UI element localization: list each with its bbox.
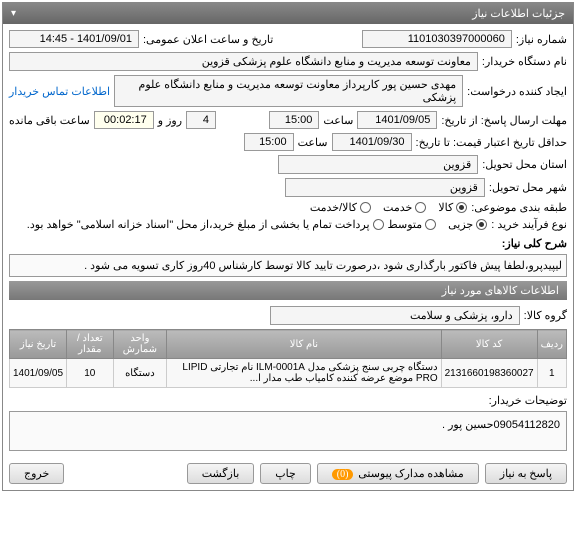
button-bar: پاسخ به نیاز مشاهده مدارک پیوستی (0) چاپ…	[3, 457, 573, 490]
days-value: 4	[186, 111, 216, 129]
radio-partial-circle	[476, 219, 487, 230]
print-button[interactable]: چاپ	[260, 463, 311, 484]
category-radio-group: کالا خدمت کالا/خدمت	[310, 201, 467, 214]
th-row: ردیف	[537, 330, 566, 359]
requester-label: ایجاد کننده درخواست:	[467, 85, 567, 98]
th-unit: واحد شمارش	[113, 330, 167, 359]
validity-time: 15:00	[244, 133, 294, 151]
announce-label: تاریخ و ساعت اعلان عمومی:	[143, 33, 273, 46]
radio-kala[interactable]: کالا	[438, 201, 467, 214]
announce-value: 1401/09/01 - 14:45	[9, 30, 139, 48]
attach-count-badge: (0)	[332, 469, 354, 480]
deadline-send-label: مهلت ارسال پاسخ: از تاریخ:	[441, 114, 567, 127]
city-value: قزوین	[285, 178, 485, 197]
th-qty: تعداد / مقدار	[67, 330, 113, 359]
cell-date: 1401/09/05	[10, 359, 67, 388]
requester-value: مهدی حسین پور کارپرداز معاونت توسعه مدیر…	[114, 75, 463, 107]
province-label: استان محل تحویل:	[482, 158, 567, 171]
radio-service-label: خدمت	[383, 201, 412, 214]
buyer-org-value: معاونت توسعه مدیریت و منابع دانشگاه علوم…	[9, 52, 478, 71]
items-table: ردیف کد کالا نام کالا واحد شمارش تعداد /…	[9, 329, 567, 388]
radio-partial[interactable]: جزیی	[448, 218, 487, 231]
city-label: شهر محل تحویل:	[489, 181, 567, 194]
panel-header: جزئیات اطلاعات نیاز ▾	[3, 3, 573, 24]
time-label-2: ساعت	[298, 136, 328, 149]
buyer-note-label: توضیحات خریدار:	[489, 394, 567, 407]
province-value: قزوین	[278, 155, 478, 174]
need-details-panel: جزئیات اطلاعات نیاز ▾ شماره نیاز: 110103…	[2, 2, 574, 491]
time-label-1: ساعت	[323, 114, 353, 127]
proc-note-circle	[373, 219, 384, 230]
panel-body: شماره نیاز: 1101030397000060 تاریخ و ساع…	[3, 24, 573, 457]
reply-button[interactable]: پاسخ به نیاز	[485, 463, 567, 484]
back-button[interactable]: بازگشت	[187, 463, 255, 484]
radio-medium[interactable]: متوسط	[388, 218, 437, 231]
remain-label: ساعت باقی مانده	[9, 114, 90, 127]
group-label: گروه کالا:	[524, 309, 567, 322]
proc-note-label: پرداخت تمام یا بخشی از مبلغ خرید،از محل …	[27, 218, 370, 231]
radio-both-label: کالا/خدمت	[310, 201, 357, 214]
collapse-icon[interactable]: ▾	[11, 8, 16, 19]
cell-unit: دستگاه	[113, 359, 167, 388]
need-no-value: 1101030397000060	[362, 30, 512, 48]
exit-button[interactable]: خروج	[9, 463, 64, 484]
radio-both[interactable]: کالا/خدمت	[310, 201, 371, 214]
cell-idx: 1	[537, 359, 566, 388]
radio-medium-label: متوسط	[388, 218, 423, 231]
deadline-send-date: 1401/09/05	[357, 111, 437, 129]
cell-name: دستگاه چربی سنج پزشکی مدل ILM-0001A نام …	[167, 359, 441, 388]
validity-label: حداقل تاریخ اعتبار قیمت: تا تاریخ:	[416, 136, 567, 149]
cell-qty: 10	[67, 359, 113, 388]
buyer-note-value: 09054112820حسین پور .	[9, 411, 567, 451]
th-date: تاریخ نیاز	[10, 330, 67, 359]
table-header-row: ردیف کد کالا نام کالا واحد شمارش تعداد /…	[10, 330, 567, 359]
attachments-label: مشاهده مدارک پیوستی	[358, 468, 464, 480]
th-code: کد کالا	[441, 330, 537, 359]
validity-date: 1401/09/30	[332, 133, 412, 151]
proc-note-check: پرداخت تمام یا بخشی از مبلغ خرید،از محل …	[27, 218, 384, 231]
radio-both-circle	[360, 202, 371, 213]
deadline-send-time: 15:00	[269, 111, 319, 129]
buyer-org-label: نام دستگاه خریدار:	[482, 55, 567, 68]
radio-service-circle	[415, 202, 426, 213]
need-no-label: شماره نیاز:	[516, 33, 567, 46]
radio-kala-circle	[456, 202, 467, 213]
radio-service[interactable]: خدمت	[383, 201, 426, 214]
days-label: روز و	[158, 114, 182, 127]
radio-medium-circle	[425, 219, 436, 230]
need-desc-label: شرح کلی نیاز:	[502, 237, 567, 250]
items-sub-header: اطلاعات کالاهای مورد نیاز	[9, 281, 567, 300]
table-row: 1 2131660198360027 دستگاه چربی سنج پزشکی…	[10, 359, 567, 388]
remain-value: 00:02:17	[94, 111, 154, 129]
th-name: نام کالا	[167, 330, 441, 359]
attachments-button[interactable]: مشاهده مدارک پیوستی (0)	[317, 463, 479, 484]
process-radio-group: جزیی متوسط	[388, 218, 488, 231]
process-label: نوع فرآیند خرید :	[491, 218, 567, 231]
panel-title: جزئیات اطلاعات نیاز	[472, 7, 565, 20]
radio-kala-label: کالا	[438, 201, 453, 214]
category-label: طبقه بندی موضوعی:	[471, 201, 567, 214]
group-value: دارو، پزشکی و سلامت	[270, 306, 520, 325]
seller-contact-link[interactable]: اطلاعات تماس خریدار	[9, 85, 110, 98]
need-desc-value: لیپیدپرو،لطفا پیش فاکتور بارگذاری شود ،د…	[9, 254, 567, 277]
radio-partial-label: جزیی	[448, 218, 473, 231]
cell-code: 2131660198360027	[441, 359, 537, 388]
